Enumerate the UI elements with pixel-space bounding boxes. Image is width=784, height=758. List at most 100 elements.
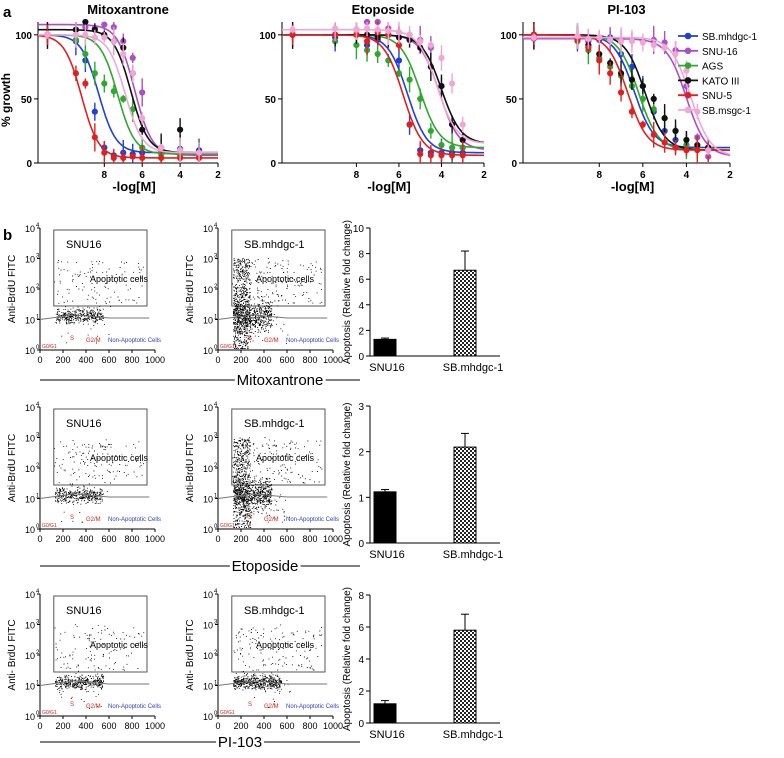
non-apoptotic-label: Non-Apoptotic Cells [286,338,339,344]
sample-label: SB.mhdgc-1 [244,418,305,430]
y-tick-label: 2 [358,448,364,459]
data-point [353,26,360,33]
x-tick-label: 200 [55,721,70,731]
data-point [607,36,614,44]
row-label-etoposide: Etoposide [232,558,299,575]
x-tick-label: 1000 [323,355,343,365]
data-point [672,127,679,135]
data-point [195,149,203,156]
y-tick-label: 1 [358,493,364,504]
fit-line [37,34,218,159]
x-tick-label: 0 [37,534,42,544]
apoptotic-gate-label: Apoptotic cells [256,453,315,463]
legend-label: SB.msgc-1 [702,106,751,117]
y-tick-exponent: 1 [214,681,218,687]
legend-label: SNU-16 [702,47,738,58]
y-tick-exponent: 2 [36,463,40,469]
y-tick-label: 10 [25,590,35,600]
fit-line [523,34,730,151]
y-tick-exponent: 0 [214,524,218,530]
category-label: SNU16 [369,549,404,561]
g2m-label: G2/M [264,704,279,710]
y-tick-label: 10 [203,682,213,692]
x-tick-label: 800 [124,355,139,365]
data-point [406,31,413,38]
x-tick-label: 1000 [145,534,165,544]
x-tick-label: 0 [215,534,220,544]
fit-line [523,34,730,151]
panel-b-label: b [3,227,12,244]
data-point [72,31,79,38]
x-tick-label: 800 [302,355,317,365]
data-point [661,44,668,51]
s-label: S [70,702,74,708]
y-tick-exponent: 0 [36,711,40,717]
y-tick-label: 50 [506,95,518,106]
non-apoptotic-label: Non-Apoptotic Cells [286,704,339,710]
y-tick-exponent: 4 [36,402,40,408]
y-tick-exponent: 1 [36,681,40,687]
y-tick-exponent: 4 [214,402,218,408]
bar-chart-pi103: 0 2 4 6 8 Apoptosis (Relative fold change) SNU… [342,587,503,741]
apoptotic-gate [231,408,326,486]
data-point [101,34,108,41]
y-tick-label: 10 [25,621,35,631]
x-tick-label: 1000 [323,534,343,544]
y-tick-label: 0 [358,539,364,550]
y-axis-label: Anti-BrdU FITC [7,434,18,502]
y-tick-label: 10 [203,495,213,505]
data-point [289,31,296,38]
x-tick-label: 800 [302,534,317,544]
y-tick-label: 10 [203,285,213,295]
x-tick-label: 400 [78,355,93,365]
data-point [585,35,592,42]
data-point [139,126,146,133]
y-tick-label: 10 [353,224,365,235]
data-point [82,50,89,58]
bar-chart-etoposide: 0 1 2 3 Apoptosis (Relative fold change) SNU1… [342,402,503,561]
y-tick-label: 10 [25,682,35,692]
sample-label: SNU16 [66,605,101,617]
data-point [683,147,690,154]
category-label: SB.mhdgc-1 [443,362,504,374]
fit-line [282,34,484,157]
y-tick-label: 3 [358,402,364,413]
data-point [650,41,657,49]
g2m-label: G2/M [86,704,101,710]
data-point [129,70,136,77]
x-tick-label: 600 [279,721,294,731]
x-tick-label: 2 [481,170,487,181]
data-point [44,31,51,38]
s-label: S [70,336,74,342]
x-tick-label: 0 [215,721,220,731]
x-tick-label: 600 [101,721,116,731]
g0g1-label: G0/G1 [220,344,235,350]
y-tick-label: 10 [25,651,35,661]
y-tick-label: 0 [270,159,276,170]
apoptotic-gate [231,595,326,673]
data-point [177,126,184,133]
gate-divider [217,314,328,320]
y-axis-label: Anti-BrdU FITC [7,255,18,323]
chart-title: Mitoxantrone [87,2,169,17]
dose-response-pi103: 0 50 100 8 6 4 2 PI-103 -log[M] [500,2,733,194]
y-tick-exponent: 4 [214,589,218,595]
y-tick-label: 10 [203,712,213,722]
x-tick-label: 4 [439,170,445,181]
flow-sbmhdgc1-mitoxantrone: 10 010 110 210 310 40 200 400 600 800 1000Anti-Brd… [185,223,343,365]
s-label: S [70,515,74,521]
y-tick-exponent: 3 [214,254,218,260]
y-tick-label: 10 [25,255,35,265]
legend: SB.mhdgc-1 SNU-16 AGS KATO III SNU-5 SB.msgc-… [678,32,757,117]
data-point [353,41,360,49]
g0g1-label: G0/G1 [42,523,57,529]
g2m-label: G2/M [86,338,101,344]
sample-label: SNU16 [66,418,101,430]
legend-label: AGS [702,62,723,73]
data-point [427,127,434,135]
data-point [91,34,98,41]
s-label: S [248,702,252,708]
y-tick-label: 10 [25,525,35,535]
y-tick-label: 50 [265,95,277,106]
y-tick-exponent: 1 [214,494,218,500]
